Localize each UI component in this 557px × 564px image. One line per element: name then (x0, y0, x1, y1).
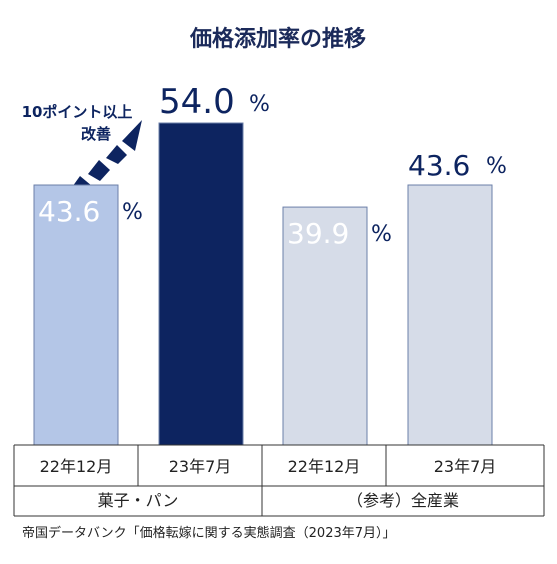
chart-title: 価格添加率の推移 (189, 26, 366, 52)
labels-layer: 43.6 % 54.0 % 39.9 % 43.6% (38, 82, 507, 250)
group-label: 菓子・パン (98, 491, 179, 510)
annotation-line1: 10ポイント以上 (22, 103, 133, 121)
value-label: 43.6 (408, 149, 470, 182)
value-label: 39.9 (287, 217, 349, 250)
category-label: 22年12月 (288, 457, 361, 476)
unit-label: % (486, 154, 507, 179)
value-label: 54.0 (159, 82, 235, 122)
category-label: 23年7月 (169, 457, 232, 476)
bar (158, 122, 244, 446)
unit-label: % (122, 200, 143, 225)
unit-label: % (249, 92, 270, 117)
source-note: 帝国データバンク「価格転嫁に関する実態調査（2023年7月）」 (22, 526, 396, 541)
category-table (13, 444, 545, 517)
annotation-line2: 改善 (81, 125, 111, 143)
category-label: 23年7月 (434, 457, 497, 476)
unit-label: % (371, 222, 392, 247)
bar (407, 184, 493, 446)
value-label: 43.6 (38, 195, 100, 228)
bar (33, 184, 119, 446)
bars-layer (33, 122, 493, 446)
group-label: （参考）全産業 (347, 491, 459, 510)
category-label: 22年12月 (40, 457, 113, 476)
